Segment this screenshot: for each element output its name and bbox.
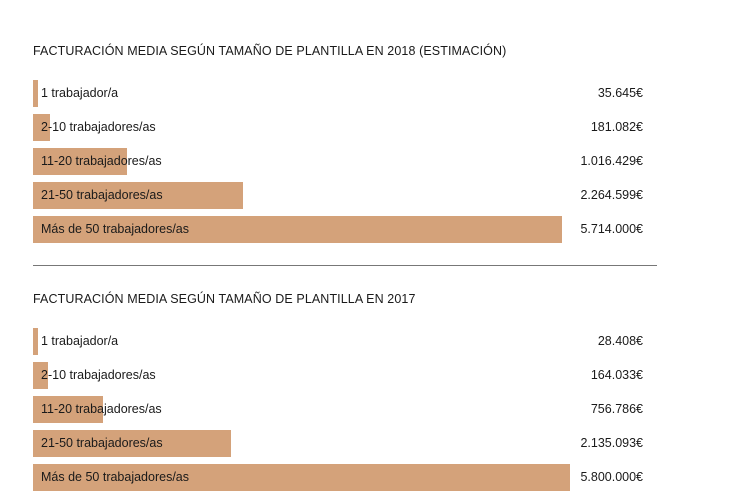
chart-title-2017: FACTURACIÓN MEDIA SEGÚN TAMAÑO DE PLANTI… bbox=[33, 292, 416, 306]
bar-rows-2017: 1 trabajador/a 28.408€ 2-10 trabajadores/a… bbox=[33, 324, 657, 494]
bar-value-label: 164.033€ bbox=[590, 368, 643, 382]
bar-value-label: 5.800.000€ bbox=[580, 470, 643, 484]
bar-label: 1 trabajador/a bbox=[41, 334, 119, 348]
bar bbox=[33, 430, 231, 457]
bar-label: 1 trabajador/a bbox=[41, 86, 119, 100]
bar bbox=[33, 396, 104, 423]
bar bbox=[33, 114, 50, 141]
bar-label: 2-10 trabajadores/as bbox=[41, 120, 156, 134]
bar bbox=[33, 464, 570, 491]
bar bbox=[33, 216, 563, 243]
bar-row: 11-20 trabajadores/as 1.016.429€ bbox=[33, 144, 657, 178]
bar-row: 1 trabajador/a 28.408€ bbox=[33, 324, 657, 358]
bar-value-label: 2.264.599€ bbox=[580, 188, 643, 202]
bar-value-label: 2.135.093€ bbox=[580, 436, 643, 450]
bar-row: 21-50 trabajadores/as 2.264.599€ bbox=[33, 178, 657, 212]
bar bbox=[33, 328, 38, 355]
chart-2018: FACTURACIÓN MEDIA SEGÚN TAMAÑO DE PLANTI… bbox=[33, 40, 657, 246]
bar-label: 21-50 trabajadores/as bbox=[41, 188, 163, 202]
bar-row: 11-20 trabajadores/as 756.786€ bbox=[33, 392, 657, 426]
bar bbox=[33, 148, 128, 175]
bar-label: 11-20 trabajadores/as bbox=[41, 154, 162, 168]
bar bbox=[33, 362, 49, 389]
bar-value-label: 35.645€ bbox=[597, 86, 643, 100]
bar-row: Más de 50 trabajadores/as 5.800.000€ bbox=[33, 460, 657, 494]
bar-value-label: 28.408€ bbox=[597, 334, 643, 348]
bar-value-label: 5.714.000€ bbox=[580, 222, 643, 236]
bar-value-label: 1.016.429€ bbox=[580, 154, 643, 168]
bar bbox=[33, 80, 38, 107]
bar-label: Más de 50 trabajadores/as bbox=[41, 222, 190, 236]
chart-2017: FACTURACIÓN MEDIA SEGÚN TAMAÑO DE PLANTI… bbox=[33, 288, 657, 494]
bar-value-label: 756.786€ bbox=[590, 402, 643, 416]
bar-row: Más de 50 trabajadores/as 5.714.000€ bbox=[33, 212, 657, 246]
chart-title-2018: FACTURACIÓN MEDIA SEGÚN TAMAÑO DE PLANTI… bbox=[33, 44, 507, 58]
bar-value-label: 181.082€ bbox=[590, 120, 643, 134]
bar-row: 21-50 trabajadores/as 2.135.093€ bbox=[33, 426, 657, 460]
bar-label: 21-50 trabajadores/as bbox=[41, 436, 163, 450]
bar-label: Más de 50 trabajadores/as bbox=[41, 470, 190, 484]
bar-row: 1 trabajador/a 35.645€ bbox=[33, 76, 657, 110]
bar-label: 11-20 trabajadores/as bbox=[41, 402, 162, 416]
section-divider bbox=[33, 265, 657, 266]
bar-row: 2-10 trabajadores/as 164.033€ bbox=[33, 358, 657, 392]
bar-rows-2018: 1 trabajador/a 35.645€ 2-10 trabajadores/a… bbox=[33, 76, 657, 246]
bar-row: 2-10 trabajadores/as 181.082€ bbox=[33, 110, 657, 144]
bar-label: 2-10 trabajadores/as bbox=[41, 368, 156, 382]
bar bbox=[33, 182, 243, 209]
